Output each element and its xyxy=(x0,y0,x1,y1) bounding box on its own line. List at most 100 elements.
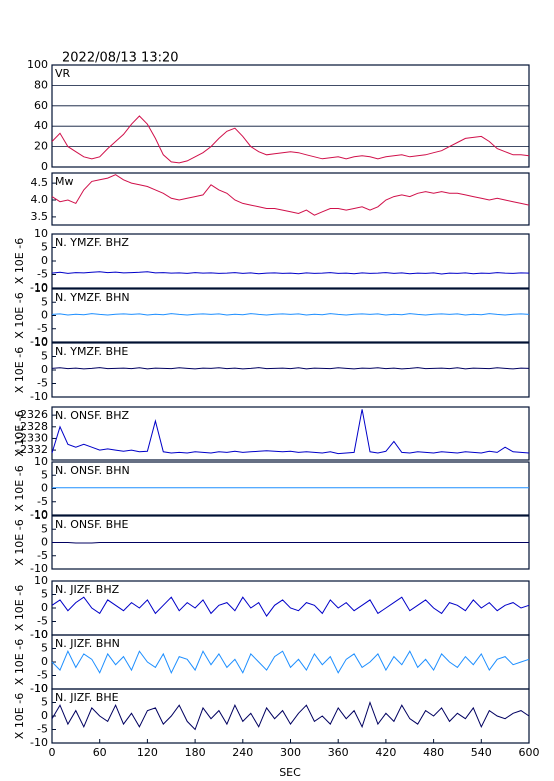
trace-line xyxy=(51,174,530,216)
y-tick-label: 40 xyxy=(34,119,48,132)
y-tick-label: -5 xyxy=(37,495,48,508)
x-tick-label: 240 xyxy=(232,746,253,759)
y-tick-label: 0 xyxy=(41,160,48,173)
trace-line xyxy=(52,542,529,544)
y-tick-label: 5 xyxy=(41,522,48,535)
y-tick-label: -10 xyxy=(30,281,48,294)
y-tick-label: 0 xyxy=(41,709,48,722)
y-axis-label: X 10E -6 xyxy=(13,519,26,565)
y-tick-label: -5 xyxy=(37,322,48,335)
y-tick-label: -2326 xyxy=(16,408,48,421)
x-tick-label: 360 xyxy=(328,746,349,759)
y-axis-label: X 10E -6 xyxy=(13,465,26,511)
x-tick-label: 60 xyxy=(93,746,107,759)
trace-line xyxy=(51,367,530,370)
y-tick-label: 10 xyxy=(34,455,48,468)
x-tick-label: 300 xyxy=(280,746,301,759)
y-tick-label: -5 xyxy=(37,377,48,390)
panel-label: N. ONSF. BHN xyxy=(55,464,130,477)
x-axis-label: SEC xyxy=(279,766,301,779)
x-tick-label: 180 xyxy=(185,746,206,759)
y-tick-label: -5 xyxy=(37,669,48,682)
y-tick-label: -2328 xyxy=(16,420,48,433)
panel-frame xyxy=(51,406,530,461)
y-tick-label: 10 xyxy=(34,336,48,349)
panel-label: N. YMZF. BHN xyxy=(55,291,130,304)
y-tick-label: 5 xyxy=(41,295,48,308)
y-axis-label: X 10E -6 xyxy=(13,347,26,393)
panel-label: Mw xyxy=(55,175,74,188)
x-tick-label: 120 xyxy=(137,746,158,759)
trace-line xyxy=(51,271,530,275)
panel-frame xyxy=(51,233,530,289)
panel-frame xyxy=(51,172,530,226)
y-tick-label: 10 xyxy=(34,227,48,240)
panel-label: N. YMZF. BHE xyxy=(55,345,128,358)
y-tick-label: -5 xyxy=(37,268,48,281)
panel-label: N. YMZF. BHZ xyxy=(55,236,129,249)
y-tick-label: 100 xyxy=(27,58,48,71)
y-tick-label: 3.5 xyxy=(31,210,49,223)
y-tick-label: 80 xyxy=(34,78,48,91)
x-tick-label: 600 xyxy=(519,746,540,759)
panel-label: N. ONSF. BHZ xyxy=(55,409,129,422)
x-tick-label: 0 xyxy=(49,746,56,759)
y-tick-label: -10 xyxy=(30,736,48,749)
y-axis-label: X 10E -6 xyxy=(13,238,26,284)
y-axis-label: X 10E -6 xyxy=(13,410,26,456)
x-tick-label: 540 xyxy=(471,746,492,759)
y-tick-label: 10 xyxy=(34,628,48,641)
trace-line xyxy=(51,115,530,164)
y-tick-label: 0 xyxy=(41,254,48,267)
panel-frame xyxy=(51,461,530,516)
y-axis-label: X 10E -6 xyxy=(13,693,26,739)
panel-frame xyxy=(51,288,530,343)
y-tick-label: 10 xyxy=(34,574,48,587)
y-tick-label: 5 xyxy=(41,696,48,709)
y-tick-label: -2330 xyxy=(16,431,48,444)
y-tick-label: 5 xyxy=(41,468,48,481)
chart-title: 2022/08/13 13:20 xyxy=(62,51,179,66)
trace-line xyxy=(51,596,530,618)
y-tick-label: 4.5 xyxy=(31,176,49,189)
y-axis-label: X 10E -6 xyxy=(13,639,26,685)
panel-label: VR xyxy=(55,67,71,80)
y-tick-label: 0 xyxy=(41,309,48,322)
y-tick-label: 0 xyxy=(41,601,48,614)
trace-line xyxy=(51,649,530,675)
y-tick-label: 10 xyxy=(34,682,48,695)
y-tick-label: 5 xyxy=(41,642,48,655)
y-tick-label: -10 xyxy=(30,628,48,641)
x-tick-label: 480 xyxy=(423,746,444,759)
y-tick-label: -10 xyxy=(30,390,48,403)
y-tick-label: -5 xyxy=(37,615,48,628)
y-tick-label: 60 xyxy=(34,99,48,112)
y-tick-label: 10 xyxy=(34,509,48,522)
panel-frame xyxy=(51,634,530,690)
y-tick-label: 20 xyxy=(34,140,48,153)
panel-frame xyxy=(51,688,530,744)
panel-frame xyxy=(51,64,530,168)
y-tick-label: -2332 xyxy=(16,443,48,456)
y-tick-label: -10 xyxy=(30,682,48,695)
y-axis-label: X 10E -6 xyxy=(13,585,26,631)
y-tick-label: -5 xyxy=(37,723,48,736)
y-tick-label: -10 xyxy=(30,335,48,348)
trace-line xyxy=(51,409,530,455)
y-tick-label: 0 xyxy=(41,363,48,376)
panel-label: N. JIZF. BHN xyxy=(55,637,120,650)
y-tick-label: 5 xyxy=(41,588,48,601)
trace-line xyxy=(51,700,530,731)
y-tick-label: 4.0 xyxy=(31,193,49,206)
y-tick-label: -10 xyxy=(30,562,48,575)
y-tick-label: 10 xyxy=(34,282,48,295)
y-axis-label: X 10E -6 xyxy=(13,292,26,338)
panel-label: N. JIZF. BHZ xyxy=(55,583,120,596)
y-tick-label: 0 xyxy=(41,482,48,495)
y-tick-label: 0 xyxy=(41,655,48,668)
y-tick-label: 5 xyxy=(41,350,48,363)
x-tick-label: 420 xyxy=(375,746,396,759)
y-tick-label: -10 xyxy=(30,508,48,521)
y-tick-label: 0 xyxy=(41,536,48,549)
